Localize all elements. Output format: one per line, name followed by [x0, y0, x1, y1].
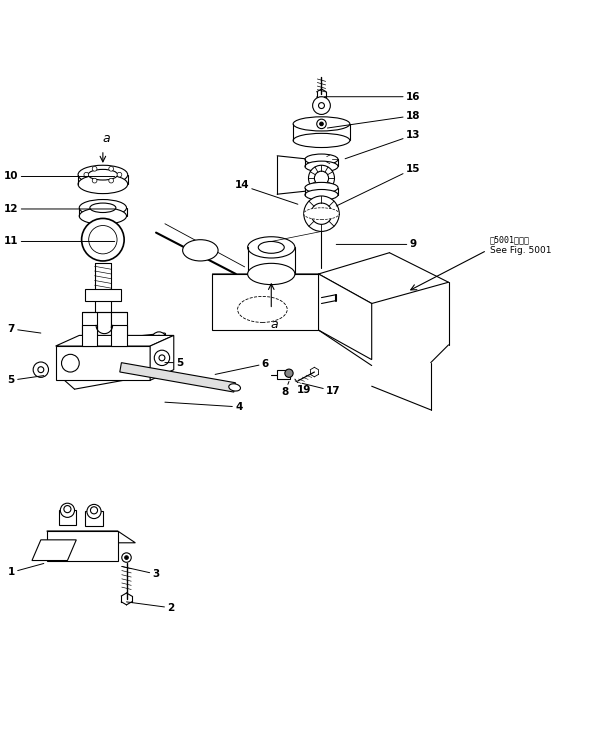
Text: 4: 4: [165, 402, 243, 412]
Polygon shape: [120, 363, 235, 392]
Text: 18: 18: [328, 111, 420, 128]
Text: a: a: [270, 318, 278, 331]
Polygon shape: [82, 312, 97, 335]
Polygon shape: [56, 346, 150, 380]
Circle shape: [308, 165, 334, 191]
Circle shape: [117, 172, 122, 177]
Circle shape: [152, 332, 166, 346]
Polygon shape: [111, 325, 126, 346]
Ellipse shape: [258, 242, 285, 254]
Circle shape: [62, 354, 79, 372]
Polygon shape: [85, 511, 103, 526]
Text: See Fig. 5001: See Fig. 5001: [490, 246, 551, 255]
Circle shape: [90, 507, 98, 514]
Circle shape: [81, 218, 124, 261]
Polygon shape: [59, 510, 76, 525]
Circle shape: [317, 119, 326, 129]
Circle shape: [156, 335, 162, 343]
Ellipse shape: [183, 240, 218, 261]
Circle shape: [285, 369, 293, 377]
Circle shape: [60, 503, 74, 517]
Polygon shape: [111, 312, 126, 335]
Ellipse shape: [229, 384, 240, 391]
Ellipse shape: [79, 208, 126, 224]
Circle shape: [58, 356, 77, 375]
Circle shape: [109, 167, 114, 171]
Ellipse shape: [238, 296, 287, 322]
Text: 12: 12: [4, 204, 114, 214]
Text: 19: 19: [295, 379, 311, 395]
Text: 3: 3: [122, 567, 160, 579]
Circle shape: [92, 178, 97, 183]
Ellipse shape: [78, 165, 128, 184]
Circle shape: [38, 367, 44, 373]
Text: 5: 5: [165, 357, 183, 368]
Polygon shape: [150, 335, 174, 380]
Text: 14: 14: [234, 181, 298, 204]
Text: 第5001图参照: 第5001图参照: [490, 235, 530, 244]
Text: 13: 13: [345, 130, 420, 158]
Circle shape: [33, 362, 49, 377]
Text: a: a: [102, 132, 110, 145]
Text: 15: 15: [336, 164, 420, 206]
Ellipse shape: [305, 161, 338, 172]
Ellipse shape: [293, 133, 350, 147]
Polygon shape: [47, 531, 117, 561]
Circle shape: [314, 171, 329, 185]
Circle shape: [304, 196, 339, 231]
Ellipse shape: [305, 189, 338, 200]
Text: 5: 5: [8, 375, 44, 385]
Circle shape: [319, 102, 325, 108]
Ellipse shape: [78, 175, 128, 194]
Polygon shape: [319, 274, 372, 360]
Circle shape: [92, 167, 97, 171]
Circle shape: [159, 355, 165, 361]
Ellipse shape: [247, 237, 295, 258]
Circle shape: [155, 350, 170, 366]
Text: 6: 6: [215, 359, 269, 374]
Text: 7: 7: [8, 324, 41, 334]
Text: 10: 10: [4, 172, 114, 181]
Ellipse shape: [304, 208, 339, 220]
Polygon shape: [56, 335, 174, 346]
Polygon shape: [212, 274, 372, 304]
Circle shape: [87, 504, 101, 519]
Polygon shape: [82, 325, 97, 346]
Text: 11: 11: [4, 237, 114, 246]
Ellipse shape: [293, 116, 350, 131]
Text: 9: 9: [336, 240, 417, 249]
Ellipse shape: [88, 170, 117, 180]
Ellipse shape: [305, 154, 338, 164]
Circle shape: [313, 97, 330, 114]
Circle shape: [122, 553, 131, 562]
Circle shape: [84, 172, 89, 177]
Circle shape: [125, 556, 128, 559]
Ellipse shape: [305, 182, 338, 193]
Circle shape: [89, 226, 117, 254]
Circle shape: [63, 361, 71, 370]
Ellipse shape: [79, 200, 126, 216]
Polygon shape: [47, 531, 135, 542]
Circle shape: [64, 506, 71, 513]
Text: 1: 1: [8, 564, 44, 577]
Circle shape: [320, 122, 323, 126]
Circle shape: [109, 178, 114, 183]
Text: 8: 8: [281, 382, 289, 397]
Bar: [85, 289, 120, 301]
Text: 16: 16: [325, 91, 420, 102]
Text: 17: 17: [302, 383, 341, 396]
Ellipse shape: [90, 203, 116, 212]
Text: 2: 2: [126, 602, 174, 612]
Ellipse shape: [247, 263, 295, 284]
Bar: [277, 370, 290, 379]
Circle shape: [311, 203, 332, 224]
Polygon shape: [212, 274, 319, 330]
Polygon shape: [32, 539, 76, 561]
